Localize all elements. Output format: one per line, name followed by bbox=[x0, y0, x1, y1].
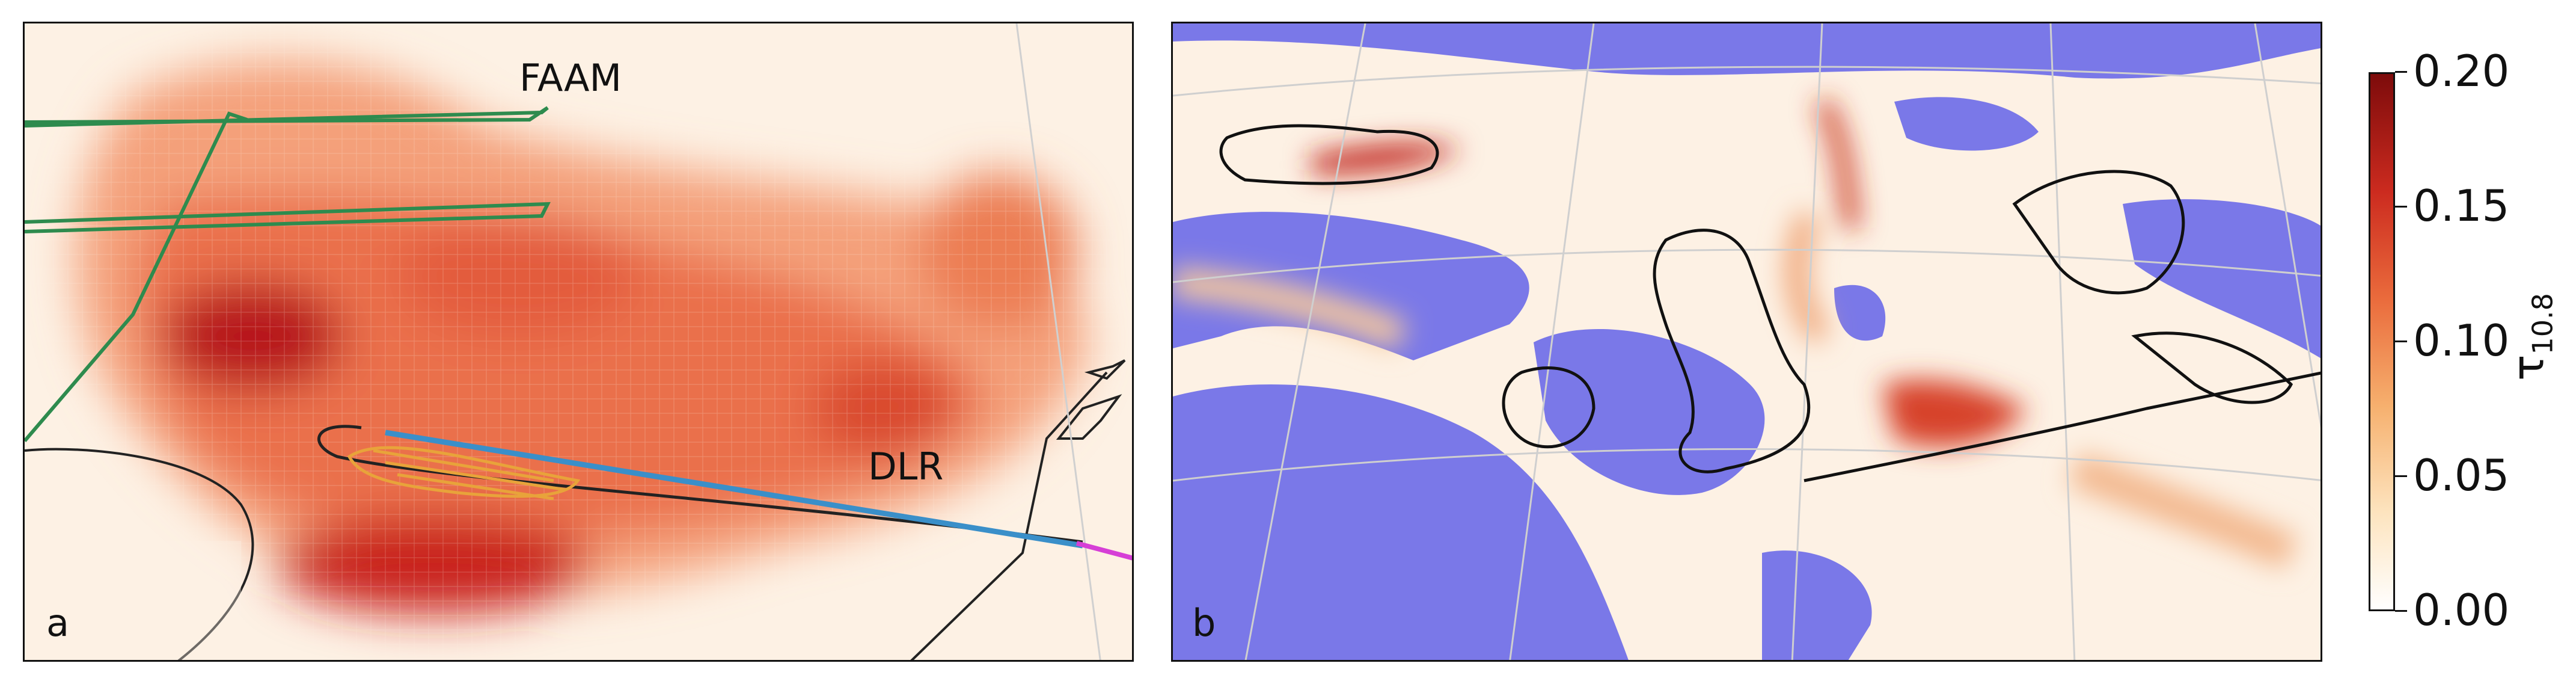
colorbar-tick bbox=[2395, 206, 2407, 208]
colorbar-tick bbox=[2395, 475, 2407, 477]
colorbar-title: τ10.8 bbox=[2503, 293, 2559, 381]
ash-plume-south bbox=[1882, 380, 2027, 447]
colorbar-tick bbox=[2395, 340, 2407, 342]
satellite-map-b bbox=[1173, 23, 2321, 660]
coastline-a bbox=[25, 448, 254, 660]
colorbar-tick bbox=[2395, 610, 2407, 612]
graticule-b bbox=[1173, 23, 2321, 660]
panel-b-letter: b bbox=[1192, 601, 1216, 645]
ash-heatmap-a bbox=[25, 23, 1132, 660]
coastlines-b bbox=[1219, 124, 2321, 482]
dlr-flight-track bbox=[385, 430, 1083, 549]
map-panel-a: FAAM DLR a bbox=[23, 22, 1134, 662]
faam-label: FAAM bbox=[519, 56, 622, 100]
colorbar-tick-label: 0.10 bbox=[2413, 315, 2510, 366]
map-panel-b: b bbox=[1171, 22, 2322, 662]
dlr-label: DLR bbox=[868, 445, 944, 488]
ash-plume-iceland bbox=[1311, 143, 1461, 174]
contour-region bbox=[347, 446, 581, 501]
panel-a-letter: a bbox=[46, 601, 69, 645]
dense-pixel-cluster bbox=[61, 541, 241, 660]
colorbar-tick-label: 0.00 bbox=[2413, 585, 2510, 635]
colorbar-tick bbox=[2395, 71, 2407, 73]
cloud-mask bbox=[1173, 23, 2321, 660]
colorbar-tick-label: 0.15 bbox=[2413, 180, 2510, 231]
colorbar-tick-label: 0.20 bbox=[2413, 46, 2510, 96]
colorbar bbox=[2369, 72, 2395, 611]
colorbar-tick-label: 0.05 bbox=[2413, 450, 2510, 501]
faam-flight-track bbox=[25, 106, 551, 442]
ash-plume-north bbox=[1815, 97, 1860, 230]
